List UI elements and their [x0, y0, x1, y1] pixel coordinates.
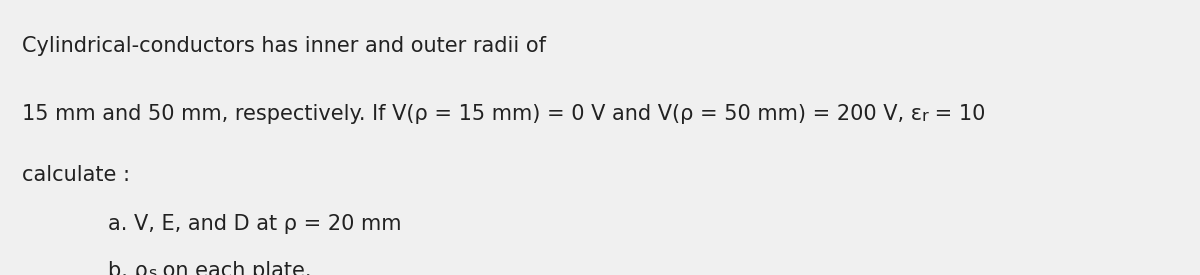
- Text: on each plate.: on each plate.: [156, 261, 312, 275]
- Text: a. V, E, and D at ρ = 20 mm: a. V, E, and D at ρ = 20 mm: [108, 214, 402, 235]
- Text: s: s: [148, 266, 156, 275]
- Text: b. ρ: b. ρ: [108, 261, 148, 275]
- Text: r: r: [922, 109, 929, 124]
- Text: calculate :: calculate :: [22, 165, 130, 185]
- Text: Cylindrical-conductors has inner and outer radii of: Cylindrical-conductors has inner and out…: [22, 36, 546, 56]
- Text: 15 mm and 50 mm, respectively. If V(ρ = 15 mm) = 0 V and V(ρ = 50 mm) = 200 V, ε: 15 mm and 50 mm, respectively. If V(ρ = …: [22, 104, 922, 125]
- Text: = 10: = 10: [929, 104, 985, 125]
